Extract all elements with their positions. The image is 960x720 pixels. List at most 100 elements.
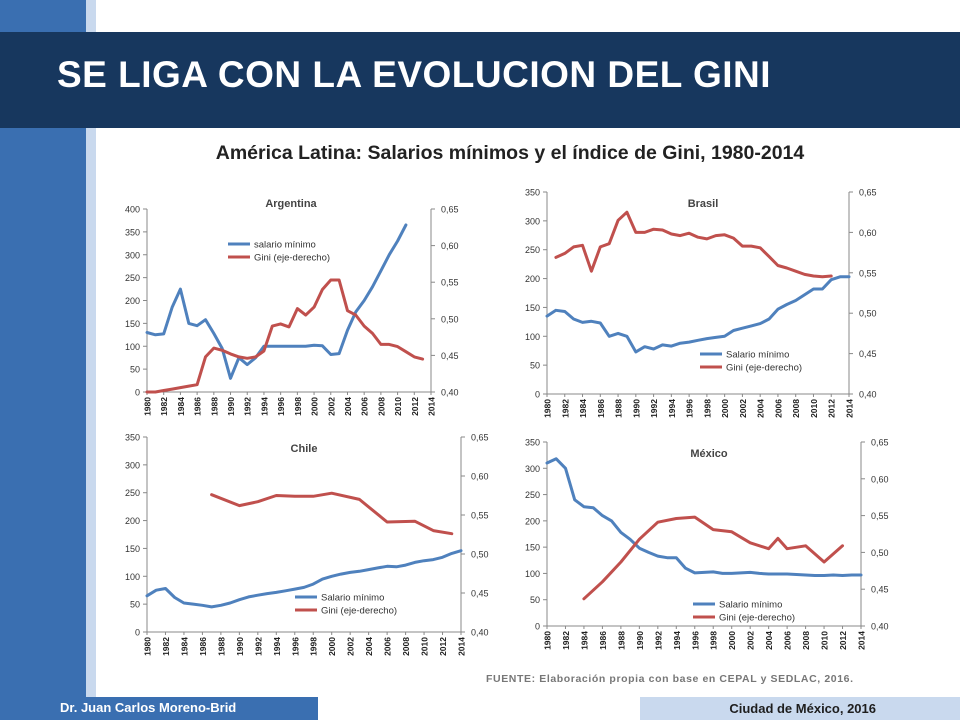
y-right-tick-label: 0,55 <box>471 511 489 521</box>
x-tick-label: 2004 <box>343 397 353 416</box>
y-left-tick-label: 0 <box>135 628 140 638</box>
y-right-tick-label: 0,50 <box>859 309 877 319</box>
y-left-tick-label: 350 <box>525 188 540 198</box>
y-right-tick-label: 0,60 <box>871 474 889 484</box>
series-line-gini <box>554 210 833 279</box>
y-left-tick-label: 150 <box>525 303 540 313</box>
x-tick-label: 2010 <box>393 397 403 416</box>
x-tick-label: 2000 <box>327 637 337 656</box>
x-tick-label: 1992 <box>243 397 253 416</box>
y-left-tick-label: 250 <box>525 490 540 500</box>
x-tick-label: 2006 <box>360 397 370 416</box>
y-right-tick-label: 0,65 <box>859 188 877 198</box>
title-band <box>0 32 960 128</box>
y-left-tick-label: 0 <box>535 390 540 400</box>
y-left-tick-label: 350 <box>525 438 540 448</box>
x-tick-label: 1984 <box>579 631 589 650</box>
x-tick-label: 1998 <box>709 631 719 650</box>
x-tick-label: 1986 <box>598 631 608 650</box>
legend-label: Salario mínimo <box>726 350 789 361</box>
y-left-tick-label: 200 <box>525 516 540 526</box>
y-right-tick-label: 0,60 <box>859 228 877 238</box>
y-right-tick-label: 0,50 <box>441 314 459 324</box>
y-left-tick-label: 350 <box>125 433 140 443</box>
x-tick-label: 1980 <box>543 631 553 650</box>
slide-title: SE LIGA CON LA EVOLUCION DEL GINI <box>57 54 772 95</box>
y-left-tick-label: 300 <box>525 216 540 226</box>
x-tick-label: 1996 <box>690 631 700 650</box>
legend-label: Gini (eje-derecho) <box>719 613 795 624</box>
chart-title: Brasil <box>688 198 719 210</box>
series-line-salario <box>145 549 463 609</box>
y-left-tick-label: 200 <box>125 296 140 306</box>
y-right-tick-label: 0,45 <box>471 589 489 599</box>
x-tick-label: 1994 <box>272 637 282 656</box>
y-left-tick-label: 250 <box>525 245 540 255</box>
chart-1: 0 50 100 150 200 250 300 350 0,40 0,45 0,50 0,55 0,6… <box>525 188 877 418</box>
x-tick-label: 2008 <box>401 637 411 656</box>
y-left-tick-label: 300 <box>125 460 140 470</box>
y-left-tick-label: 50 <box>130 600 140 610</box>
legend-label: Salario mínimo <box>719 600 782 611</box>
y-left-tick-label: 300 <box>525 464 540 474</box>
x-tick-label: 2012 <box>410 397 420 416</box>
y-left-tick-label: 0 <box>135 388 140 398</box>
x-tick-label: 2002 <box>346 637 356 656</box>
legend-label: Gini (eje-derecho) <box>321 606 397 617</box>
x-tick-label: 2010 <box>809 399 819 418</box>
x-tick-label: 2004 <box>364 637 374 656</box>
x-tick-label: 1986 <box>596 399 606 418</box>
y-left-tick-label: 300 <box>125 250 140 260</box>
x-tick-label: 1998 <box>309 637 319 656</box>
footer-right-band <box>640 697 960 720</box>
x-tick-label: 1986 <box>198 637 208 656</box>
footer-left-band <box>0 697 318 720</box>
y-right-tick-label: 0,45 <box>441 351 459 361</box>
y-left-tick-label: 0 <box>535 622 540 632</box>
x-tick-label: 1996 <box>276 397 286 416</box>
x-tick-label: 1992 <box>253 637 263 656</box>
x-tick-label: 1988 <box>216 637 226 656</box>
x-tick-label: 2002 <box>746 631 756 650</box>
y-right-tick-label: 0,50 <box>871 548 889 558</box>
side-bar-light <box>86 0 96 720</box>
x-tick-label: 1996 <box>685 399 695 418</box>
x-tick-label: 2012 <box>838 631 848 650</box>
x-tick-label: 1982 <box>560 399 570 418</box>
x-tick-label: 2012 <box>438 637 448 656</box>
y-left-tick-label: 100 <box>125 342 140 352</box>
x-tick-label: 2002 <box>326 397 336 416</box>
y-right-tick-label: 0,55 <box>859 268 877 278</box>
footer-place: Ciudad de México, 2016 <box>729 701 876 716</box>
chart-2: 0 50 100 150 200 250 300 350 0,40 0,45 0,50 0,55 0,6… <box>125 433 489 656</box>
y-right-tick-label: 0,65 <box>871 438 889 448</box>
chart-title: México <box>690 448 728 460</box>
y-left-tick-label: 50 <box>530 361 540 371</box>
y-right-tick-label: 0,55 <box>441 278 459 288</box>
y-left-tick-label: 100 <box>525 569 540 579</box>
series-line-salario <box>145 223 408 380</box>
chart-title: Chile <box>291 443 318 455</box>
x-tick-label: 1980 <box>143 637 153 656</box>
y-right-tick-label: 0,60 <box>471 472 489 482</box>
y-left-tick-label: 150 <box>525 543 540 553</box>
legend-label: Gini (eje-derecho) <box>254 253 330 264</box>
x-tick-label: 2000 <box>310 397 320 416</box>
y-right-tick-label: 0,65 <box>441 205 459 215</box>
series-line-gini <box>210 491 454 536</box>
x-tick-label: 1984 <box>176 397 186 416</box>
x-tick-label: 2006 <box>773 399 783 418</box>
y-left-tick-label: 100 <box>125 572 140 582</box>
legend-label: Salario mínimo <box>321 593 384 604</box>
x-tick-label: 1996 <box>290 637 300 656</box>
x-tick-label: 1990 <box>631 399 641 418</box>
x-tick-label: 1998 <box>702 399 712 418</box>
x-tick-label: 1998 <box>293 397 303 416</box>
chart-0: 0 50 100 150 200 250 300 350 400 0,40 0,45 0,50 0,55… <box>125 198 459 416</box>
x-tick-label: 2010 <box>820 631 830 650</box>
x-tick-label: 1988 <box>614 399 624 418</box>
x-tick-label: 2000 <box>727 631 737 650</box>
footer-author: Dr. Juan Carlos Moreno-Brid <box>60 700 237 715</box>
series-line-gini <box>582 515 844 601</box>
x-tick-label: 1990 <box>226 397 236 416</box>
